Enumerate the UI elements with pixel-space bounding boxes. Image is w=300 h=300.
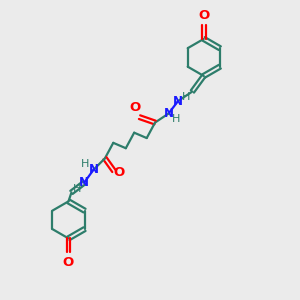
Text: O: O [198,9,209,22]
Text: O: O [63,256,74,269]
Text: N: N [79,176,89,189]
Text: H: H [182,92,190,102]
Text: O: O [114,166,125,179]
Text: N: N [88,163,99,176]
Text: H: H [81,159,89,169]
Text: H: H [73,184,82,194]
Text: O: O [129,100,141,114]
Text: N: N [173,94,183,107]
Text: N: N [164,107,173,120]
Text: H: H [172,114,180,124]
